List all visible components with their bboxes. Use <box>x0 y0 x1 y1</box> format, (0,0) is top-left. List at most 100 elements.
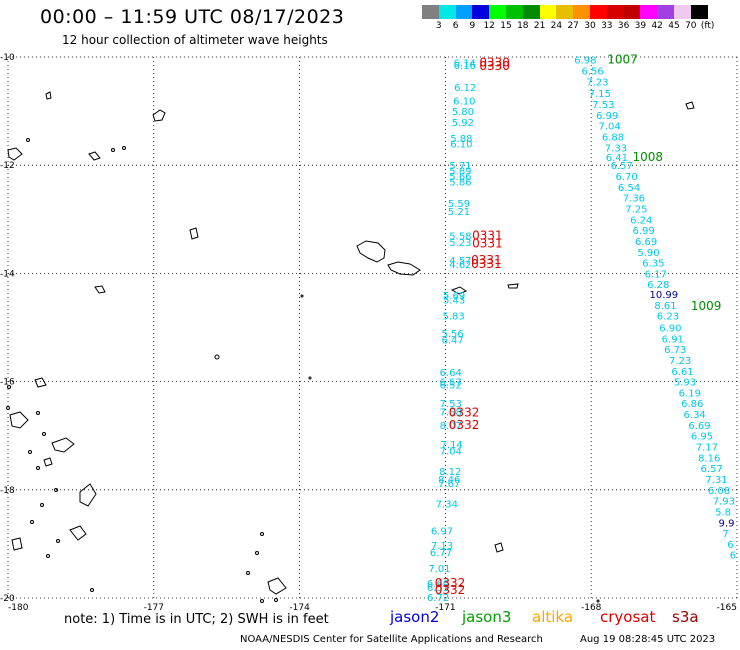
x-tick-label: -180 <box>8 603 29 613</box>
color-swatch <box>589 5 607 19</box>
wave-height-value: 7.15 <box>589 89 611 100</box>
island-w8 <box>34 377 47 388</box>
wave-height-value: 6.41 <box>606 153 628 164</box>
atoll-3 <box>88 151 101 161</box>
color-scale-label: 21 <box>533 21 546 31</box>
wave-height-value: 7 <box>722 529 728 540</box>
wave-height-value: 7.58 <box>440 407 462 418</box>
footnote: note: 1) Time is in UTC; 2) SWH is in fe… <box>64 612 329 627</box>
wave-height-value: 6.99 <box>633 226 655 237</box>
wave-height-value: 8.07 <box>440 421 462 432</box>
color-swatch <box>573 5 590 19</box>
color-swatch <box>522 5 540 19</box>
atoll-2 <box>152 109 166 122</box>
tutuila-island <box>450 286 468 295</box>
wave-height-value: 8.46 <box>438 475 460 486</box>
x-tick-label: -171 <box>435 603 455 613</box>
wave-height-value: 6.95 <box>691 432 713 443</box>
pass-time-label: 0331 <box>471 257 502 271</box>
wave-height-value: 6.12 <box>454 83 476 94</box>
color-scale-label: 33 <box>601 21 613 31</box>
wave-height-value: 5.56 <box>442 329 464 340</box>
pass-time-label: 0330 <box>479 59 510 73</box>
pass-time-label: 0332 <box>449 418 480 432</box>
wave-height-value: 6.88 <box>602 133 624 144</box>
wave-height-value: 5.69 <box>443 291 465 302</box>
pass-time-label: 0331 <box>471 253 502 267</box>
wave-height-value: 7.04 <box>598 122 620 133</box>
atoll-5 <box>189 227 199 240</box>
atoll-4 <box>7 147 23 161</box>
wave-height-value: 6.23 <box>657 312 679 323</box>
wave-height-value: 7.14 <box>441 440 463 451</box>
island-w6 <box>267 577 287 595</box>
wave-height-value: 5.80 <box>452 107 474 118</box>
wave-height-value: 10.99 <box>650 290 679 301</box>
wave-height-value: 7.13 <box>431 541 453 552</box>
pass-time-label: 1007 <box>607 53 638 67</box>
wave-height-value: 7.67 <box>438 479 460 490</box>
wave-height-value: 5.8 <box>715 507 731 518</box>
wave-height-value: 6.28 <box>647 280 669 291</box>
color-scale-label: 42 <box>651 21 663 31</box>
island-w1 <box>9 411 29 429</box>
pass-time-label: 0330 <box>479 55 510 69</box>
wave-height-value: 6.10 <box>453 96 475 107</box>
pass-time-label: 1008 <box>633 150 664 164</box>
upolu-island <box>387 261 421 276</box>
satellite-legend-cryosat: cryosat <box>600 608 656 626</box>
color-scale-label: 27 <box>567 21 579 31</box>
color-swatch <box>472 5 490 19</box>
island-w7 <box>43 457 53 467</box>
wave-height-value: 5.86 <box>449 177 471 188</box>
wave-height-value: 6.47 <box>442 335 464 346</box>
savaii-island <box>356 240 386 263</box>
color-scale-label: 36 <box>617 21 630 31</box>
wave-height-value: 6.10 <box>450 140 472 151</box>
wave-height-value: 7.17 <box>696 443 718 454</box>
color-scale-label: 12 <box>483 21 495 31</box>
color-scale-bar <box>422 5 708 19</box>
atoll-1 <box>45 91 52 100</box>
color-scale-label: (ft) <box>700 21 715 31</box>
wave-height-value: 6.52 <box>440 380 462 391</box>
small-dots <box>6 138 600 603</box>
wave-height-value: 5.90 <box>637 248 659 259</box>
wave-height-value: 9.9 <box>719 518 735 529</box>
wave-height-value: 8.16 <box>698 453 720 464</box>
wave-height-value: 5.21 <box>448 207 470 218</box>
wave-height-value: 6.16 <box>454 61 476 72</box>
coastlines <box>7 91 695 595</box>
wave-height-value: 6.60 <box>427 579 449 590</box>
wave-height-value: 7.31 <box>705 475 727 486</box>
pass-time-label: 0332 <box>435 583 466 597</box>
wave-height-value: 6.90 <box>659 324 681 335</box>
wave-height-value: 6.57 <box>611 161 633 172</box>
wave-height-value: 6.64 <box>440 368 462 379</box>
wave-height-value: 4.57 <box>449 256 471 267</box>
y-tick-label: -10 <box>0 53 15 63</box>
satellite-legend-jason3: jason3 <box>462 608 512 626</box>
manua-island <box>507 283 519 289</box>
atoll-7 <box>685 101 695 110</box>
color-swatch <box>623 5 641 19</box>
x-tick-label: -174 <box>289 603 310 613</box>
x-tick-label: -168 <box>581 603 602 613</box>
pass-time-label: 0331 <box>472 237 503 251</box>
color-scale-label: 9 <box>469 21 476 31</box>
wave-height-value: 5.92 <box>452 118 474 129</box>
wave-height-value: 6.70 <box>616 172 638 183</box>
atoll-8 <box>494 542 504 553</box>
color-scale-label: 3 <box>435 21 442 31</box>
wave-height-value: 7.25 <box>625 204 647 215</box>
axis-tick-labels: -180 -177 -174 -171 -168 -165 -10 -12 -14 -16 -18 -… <box>0 53 737 613</box>
wave-height-value: 5.83 <box>442 312 464 323</box>
color-scale-label: 39 <box>634 21 647 31</box>
wave-height-value: 6.97 <box>431 526 453 537</box>
color-scale-label: 18 <box>517 21 529 31</box>
wave-height-value: 7.23 <box>586 77 608 88</box>
wave-height-value: 6.53 <box>427 583 449 594</box>
color-swatch <box>657 5 674 19</box>
color-scale-label: 24 <box>550 21 563 31</box>
